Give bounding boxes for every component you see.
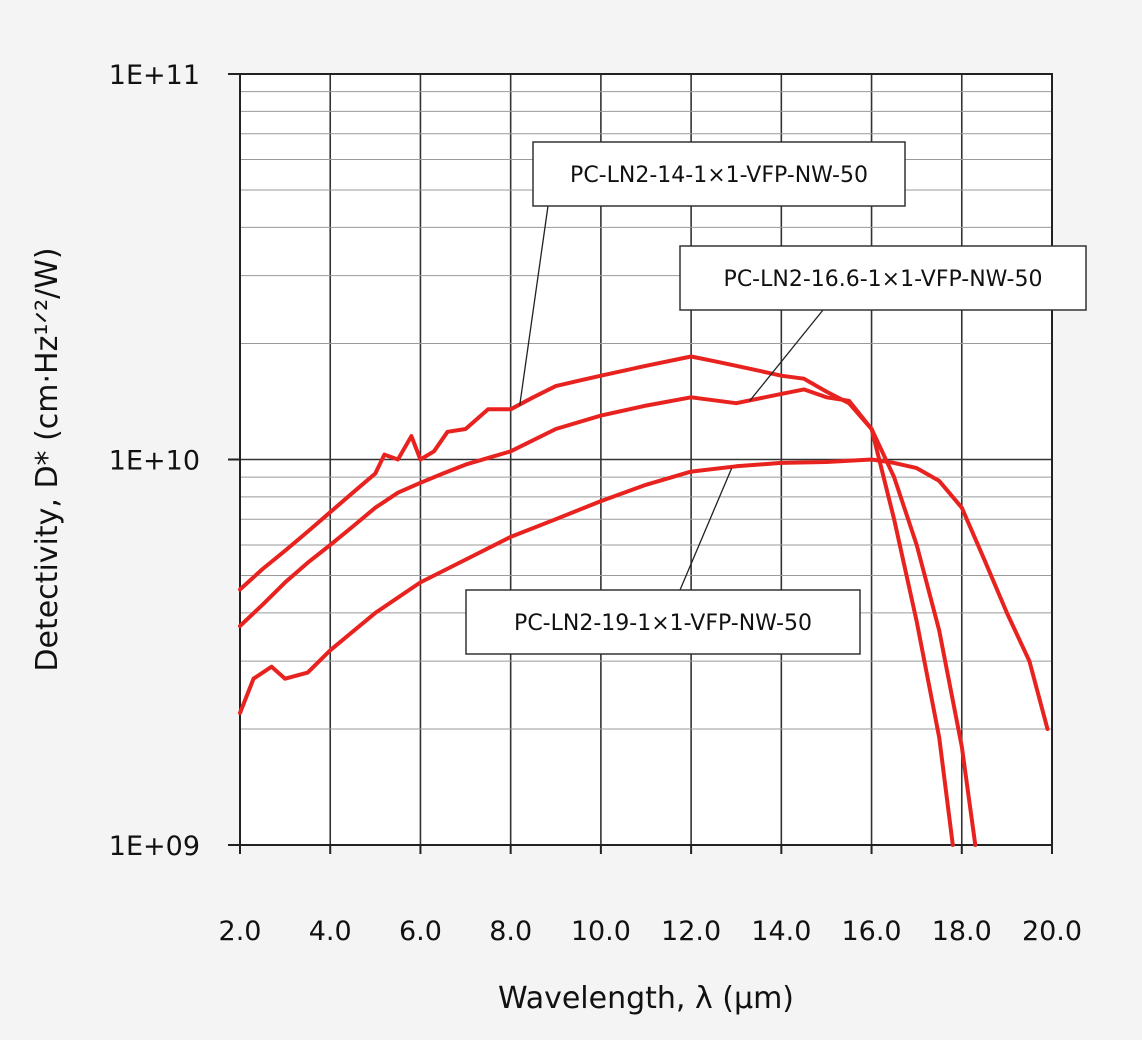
- series-label: PC-LN2-19-1×1-VFP-NW-50: [514, 611, 812, 636]
- y-tick-label: 1E+10: [109, 446, 200, 477]
- x-tick-label: 16.0: [841, 916, 901, 947]
- series-label: PC-LN2-14-1×1-VFP-NW-50: [570, 163, 868, 188]
- callout-leader-line: [519, 205, 549, 406]
- callout-leader-line: [749, 309, 824, 402]
- callout-box: [465, 589, 861, 655]
- callout-box: [679, 245, 1087, 311]
- x-tick-label: 2.0: [219, 916, 262, 947]
- x-tick-label: 8.0: [489, 916, 532, 947]
- x-tick-label: 20.0: [1022, 916, 1082, 947]
- series-callouts: PC-LN2-14-1×1-VFP-NW-50 PC-LN2-16.6-1×1-V…: [465, 141, 1087, 655]
- x-tick-label: 12.0: [661, 916, 721, 947]
- series-lines: [238, 354, 1050, 847]
- x-tick-label: 18.0: [932, 916, 992, 947]
- x-axis-title: Wavelength, λ (μm): [498, 981, 794, 1016]
- y-axis-title: Detectivity, D* (cm·Hz¹ᐟ²/W): [30, 247, 65, 671]
- x-tick-label: 6.0: [399, 916, 442, 947]
- x-tick-label: 10.0: [571, 916, 631, 947]
- x-tick-label: 4.0: [309, 916, 352, 947]
- y-tick-label: 1E+11: [109, 60, 200, 91]
- axis-ticks: 2.0 4.0 6.0 8.0 10.0 12.0 14.0 16.0 18.0 20.0 1E+0…: [109, 60, 1082, 947]
- series-line: [238, 457, 1050, 731]
- series-label: PC-LN2-16.6-1×1-VFP-NW-50: [724, 267, 1043, 292]
- y-tick-label: 1E+09: [109, 831, 200, 862]
- callout-box: [532, 141, 906, 207]
- x-tick-label: 14.0: [751, 916, 811, 947]
- callout-leader-line: [679, 467, 733, 591]
